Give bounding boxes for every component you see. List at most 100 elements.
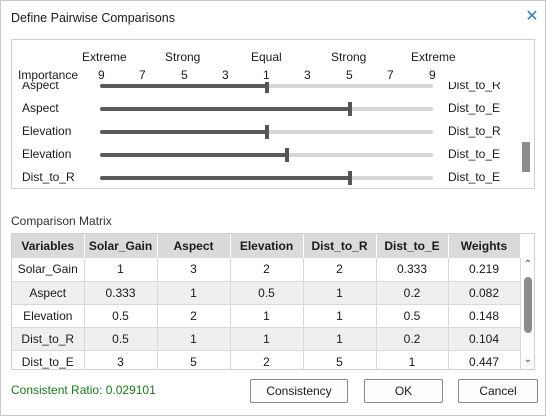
row-header: Elevation	[12, 304, 85, 328]
comparison-scrollbar[interactable]	[520, 82, 532, 188]
matrix-cell: 1	[230, 327, 304, 351]
matrix-cell: 0.333	[376, 258, 449, 282]
comparison-right-label: Dist_to_E	[448, 170, 501, 184]
matrix-cell: 0.2	[376, 281, 449, 305]
comparison-right-label: Dist_to_E	[448, 147, 501, 161]
slider-fill	[100, 107, 350, 111]
scale-number: 5	[181, 68, 188, 82]
slider-thumb[interactable]	[265, 82, 269, 93]
weight-cell: 0.104	[448, 327, 521, 351]
comparison-row: Aspect Dist_to_E	[12, 97, 518, 119]
scale-number: 9	[98, 68, 105, 82]
matrix-cell: 3	[157, 258, 231, 282]
comparison-left-label: Elevation	[22, 147, 72, 161]
comparison-row: Elevation Dist_to_E	[12, 143, 518, 165]
comparison-left-label: Aspect	[22, 82, 59, 92]
ok-button[interactable]: OK	[364, 379, 443, 403]
comparison-panel: Extreme Strong Equal Strong Extreme Impo…	[11, 39, 535, 189]
table-row[interactable]: Elevation 0.5 2 1 1 0.5 0.148	[12, 304, 521, 328]
row-header: Solar_Gain	[12, 258, 85, 282]
scale-number: 7	[139, 68, 146, 82]
comparison-left-label: Aspect	[22, 101, 59, 115]
comparison-matrix: Variables Solar_Gain Aspect Elevation Di…	[11, 233, 535, 370]
slider-thumb[interactable]	[285, 148, 289, 162]
slider-thumb[interactable]	[348, 171, 352, 185]
row-header: Dist_to_R	[12, 327, 85, 351]
slider-thumb[interactable]	[348, 102, 352, 116]
table-row[interactable]: Solar_Gain 1 3 2 2 0.333 0.219	[12, 258, 521, 282]
scale-word-extreme-right: Extreme	[411, 50, 456, 64]
matrix-header-row: Variables Solar_Gain Aspect Elevation Di…	[12, 234, 521, 258]
scale-number: 3	[222, 68, 229, 82]
column-header[interactable]: Variables	[12, 234, 85, 258]
column-header[interactable]: Aspect	[157, 234, 231, 258]
scale-number: 3	[304, 68, 311, 82]
consistency-button[interactable]: Consistency	[250, 379, 348, 403]
scroll-up-icon[interactable]: ⌃	[523, 259, 533, 270]
dialog-title: Define Pairwise Comparisons	[11, 11, 175, 25]
slider-fill	[100, 153, 287, 157]
matrix-cell: 2	[230, 258, 304, 282]
column-header[interactable]: Weights	[448, 234, 521, 258]
scroll-down-icon[interactable]: ⌄	[523, 354, 533, 365]
matrix-cell: 1	[303, 304, 377, 328]
comparison-slider[interactable]	[100, 171, 433, 185]
scrollbar-thumb[interactable]	[522, 142, 530, 172]
matrix-cell: 1	[84, 258, 158, 282]
scrollbar-thumb[interactable]	[524, 277, 532, 333]
slider-fill	[100, 130, 267, 134]
matrix-cell: 1	[230, 304, 304, 328]
matrix-cell: 5	[157, 350, 231, 369]
comparison-slider[interactable]	[100, 102, 433, 116]
table-row[interactable]: Aspect 0.333 1 0.5 1 0.2 0.082	[12, 281, 521, 305]
matrix-cell: 3	[84, 350, 158, 369]
comparison-row: Dist_to_R Dist_to_E	[12, 166, 518, 188]
comparison-slider[interactable]	[100, 125, 433, 139]
matrix-scrollbar[interactable]: ⌃ ⌄	[522, 258, 534, 369]
column-header[interactable]: Dist_to_R	[303, 234, 377, 258]
close-icon[interactable]: ✕	[525, 8, 539, 25]
scale-number: 9	[429, 68, 436, 82]
column-header[interactable]: Solar_Gain	[84, 234, 158, 258]
slider-fill	[100, 84, 267, 88]
comparison-row: Elevation Dist_to_R	[12, 120, 518, 142]
column-header[interactable]: Elevation	[230, 234, 304, 258]
scale-number: 1	[263, 68, 270, 82]
matrix-cell: 2	[157, 304, 231, 328]
importance-scale: Extreme Strong Equal Strong Extreme Impo…	[12, 40, 534, 86]
table-row[interactable]: Dist_to_E 3 5 2 5 1 0.447	[12, 350, 521, 369]
comparison-row: Aspect Dist_to_R	[12, 82, 518, 96]
scale-number: 7	[387, 68, 394, 82]
comparison-slider[interactable]	[100, 82, 433, 93]
matrix-cell: 0.5	[230, 281, 304, 305]
matrix-cell: 2	[230, 350, 304, 369]
scale-word-strong-left: Strong	[165, 50, 201, 64]
matrix-table: Variables Solar_Gain Aspect Elevation Di…	[12, 234, 521, 369]
comparison-right-label: Dist_to_R	[448, 82, 501, 92]
scale-word-extreme-left: Extreme	[82, 50, 127, 64]
matrix-cell: 1	[376, 350, 449, 369]
matrix-cell: 0.5	[376, 304, 449, 328]
weight-cell: 0.447	[448, 350, 521, 369]
matrix-cell: 0.2	[376, 327, 449, 351]
weight-cell: 0.148	[448, 304, 521, 328]
comparison-left-label: Dist_to_R	[22, 170, 75, 184]
comparison-rows: Aspect Dist_to_R Aspect Dist_to_E Elevat…	[12, 82, 518, 188]
scale-word-strong-right: Strong	[331, 50, 367, 64]
matrix-cell: 1	[303, 327, 377, 351]
slider-thumb[interactable]	[265, 125, 269, 139]
matrix-cell: 1	[303, 281, 377, 305]
importance-label: Importance	[18, 68, 79, 82]
matrix-cell: 1	[157, 281, 231, 305]
comparison-right-label: Dist_to_E	[448, 101, 501, 115]
comparison-slider[interactable]	[100, 148, 433, 162]
table-row[interactable]: Dist_to_R 0.5 1 1 1 0.2 0.104	[12, 327, 521, 351]
weight-cell: 0.082	[448, 281, 521, 305]
comparison-right-label: Dist_to_R	[448, 124, 501, 138]
scale-word-equal: Equal	[251, 50, 282, 64]
matrix-cell: 5	[303, 350, 377, 369]
cancel-button[interactable]: Cancel	[458, 379, 538, 403]
column-header[interactable]: Dist_to_E	[376, 234, 449, 258]
comparison-left-label: Elevation	[22, 124, 72, 138]
